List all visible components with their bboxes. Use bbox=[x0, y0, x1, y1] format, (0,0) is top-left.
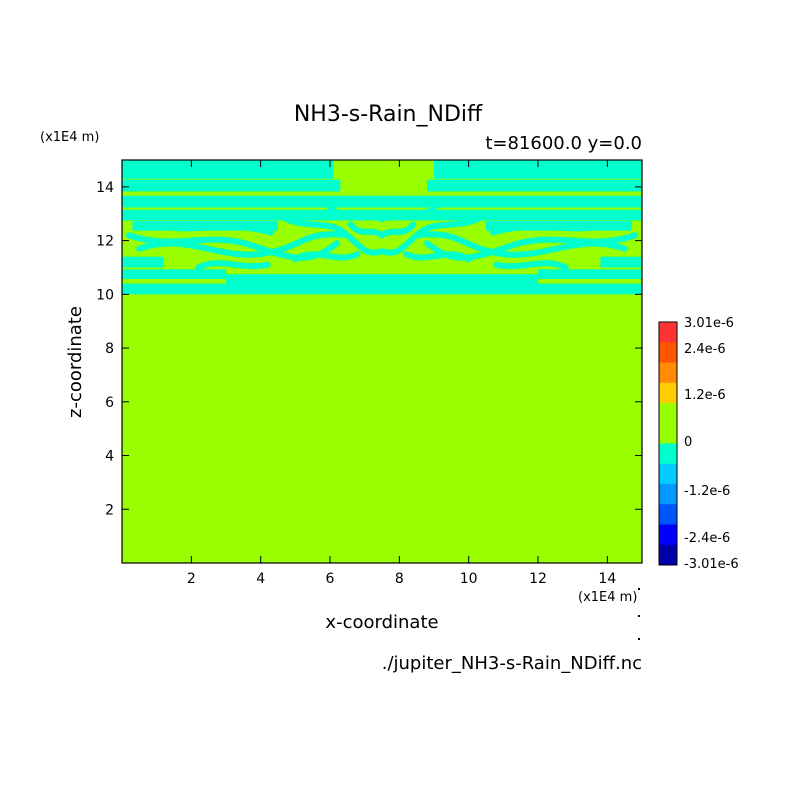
pattern-band bbox=[122, 269, 226, 280]
x-tick-label: 10 bbox=[460, 571, 478, 587]
colorbar-cell bbox=[659, 342, 677, 363]
x-tick-label: 8 bbox=[395, 571, 404, 587]
plot-area: 2 4 6 8 10 12 14 2 4 6 8 10 12 14 bbox=[96, 159, 643, 587]
pattern-band bbox=[122, 283, 642, 295]
x-tick-label: 14 bbox=[598, 571, 616, 587]
colorbar-cell bbox=[659, 322, 677, 343]
pattern-swirl bbox=[195, 260, 271, 271]
colorbar-cell bbox=[659, 423, 677, 444]
pattern-band bbox=[226, 274, 538, 285]
colorbar-level-label: 3.01e-6 bbox=[684, 316, 734, 331]
source-file: ./jupiter_NH3-s-Rain_NDiff.nc bbox=[382, 653, 642, 674]
colorbar-level-label: -3.01e-6 bbox=[684, 557, 739, 572]
pattern-band bbox=[427, 179, 642, 192]
colorbar-level-label: 2.4e-6 bbox=[684, 342, 726, 357]
y-unit-label: (x1E4 m) bbox=[40, 130, 99, 145]
x-tick-label: 2 bbox=[187, 571, 196, 587]
plot-frame bbox=[121, 159, 643, 564]
y-tick-label: 10 bbox=[96, 287, 114, 303]
pattern-swirl bbox=[489, 221, 611, 236]
colorbar-cell bbox=[659, 403, 677, 424]
pattern-swirl bbox=[379, 213, 486, 256]
pattern-band bbox=[600, 256, 642, 268]
x-unit-label: (x1E4 m) bbox=[578, 590, 637, 605]
colorbar-level-label: -1.2e-6 bbox=[684, 484, 730, 499]
y-axis-label: z-coordinate bbox=[65, 306, 86, 418]
pattern-swirl bbox=[153, 221, 275, 236]
y-tick-label: 14 bbox=[96, 180, 114, 196]
pattern-band bbox=[538, 269, 642, 280]
y-tick-label: 12 bbox=[96, 234, 114, 250]
pattern-band bbox=[122, 179, 341, 192]
axis-ticks: 2 4 6 8 10 12 14 2 4 6 8 10 12 14 bbox=[96, 160, 642, 587]
pattern-swirl bbox=[278, 213, 385, 256]
heatmap-pattern bbox=[122, 160, 642, 295]
colorbar bbox=[658, 321, 678, 566]
pattern-swirl bbox=[347, 221, 385, 239]
chart-subtitle: t=81600.0 y=0.0 bbox=[485, 133, 642, 154]
x-tick-label: 12 bbox=[529, 571, 547, 587]
pattern-swirl bbox=[493, 260, 569, 271]
colorbar-cell bbox=[659, 362, 677, 384]
chart-title: NH3-s-Rain_NDiff bbox=[294, 102, 483, 127]
colorbar-cell bbox=[659, 443, 677, 465]
colorbar-cell bbox=[659, 524, 677, 546]
pattern-band bbox=[122, 256, 164, 268]
y-tick-label: 4 bbox=[105, 449, 114, 465]
pattern-swirl bbox=[136, 231, 351, 258]
y-tick-label: 6 bbox=[105, 395, 114, 411]
pattern-band bbox=[122, 209, 642, 221]
pattern-swirl bbox=[327, 205, 385, 223]
colorbar-cell bbox=[659, 484, 677, 505]
colorbar-cell bbox=[659, 544, 677, 566]
pattern-band bbox=[434, 160, 642, 179]
colorbar-level-label: 1.2e-6 bbox=[684, 388, 726, 403]
x-axis-label: x-coordinate bbox=[325, 612, 438, 633]
colorbar-cell bbox=[659, 382, 677, 404]
colorbar-frame bbox=[658, 321, 678, 566]
colorbar-cell bbox=[659, 463, 677, 485]
pattern-swirl bbox=[403, 251, 472, 263]
pattern-swirl bbox=[379, 221, 417, 239]
decorative-dots bbox=[638, 588, 640, 640]
pattern-band bbox=[122, 195, 642, 208]
colorbar-cell bbox=[659, 504, 677, 525]
x-tick-label: 6 bbox=[326, 571, 335, 587]
pattern-swirl bbox=[292, 251, 361, 263]
colorbar-level-label: -2.4e-6 bbox=[684, 531, 730, 546]
colorbar-labels: 3.01e-6 2.4e-6 1.2e-6 0 -1.2e-6 -2.4e-6 -3.01e… bbox=[684, 316, 739, 572]
colorbar-level-label: 0 bbox=[684, 435, 692, 450]
pattern-band bbox=[122, 160, 334, 179]
pattern-swirl bbox=[379, 205, 437, 223]
pattern-swirl bbox=[413, 231, 628, 258]
y-tick-label: 8 bbox=[105, 341, 114, 357]
x-tick-label: 4 bbox=[256, 571, 265, 587]
y-tick-label: 2 bbox=[105, 502, 114, 518]
